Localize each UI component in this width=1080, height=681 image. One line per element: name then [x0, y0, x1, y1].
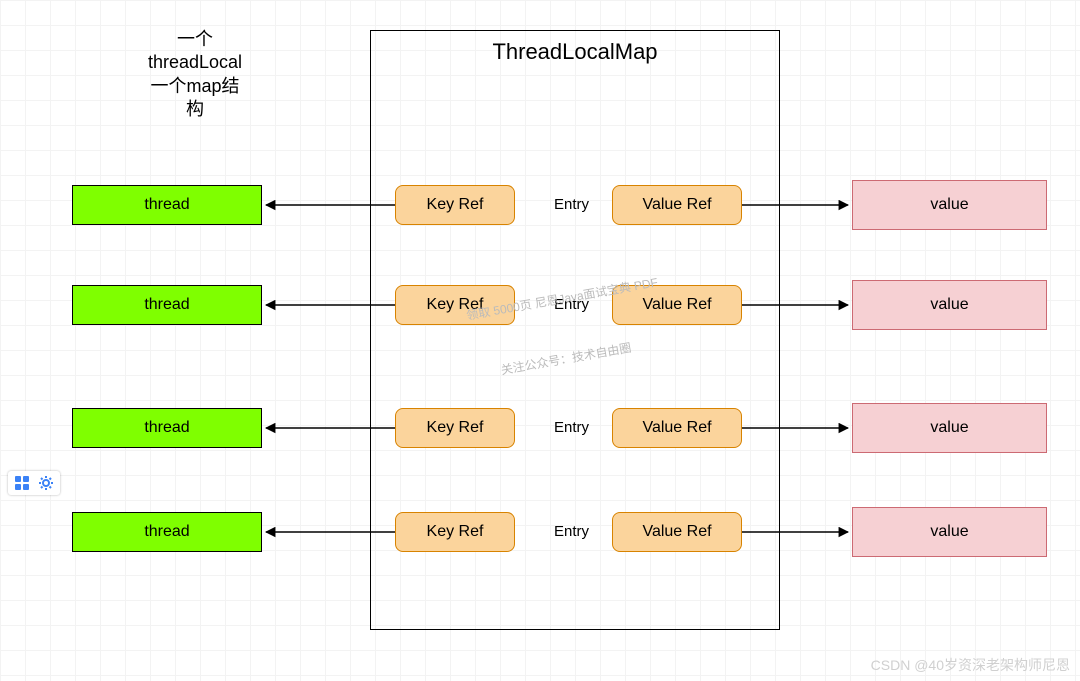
entry-label: Entry: [554, 419, 589, 436]
key-ref-node: Key Ref: [395, 512, 515, 552]
entry-label: Entry: [554, 523, 589, 540]
value-ref-node: Value Ref: [612, 185, 742, 225]
threadlocal-header-label: 一个 threadLocal 一个map结 构: [135, 28, 255, 122]
key-ref-node: Key Ref: [395, 185, 515, 225]
value-node: value: [852, 280, 1047, 330]
container-title: ThreadLocalMap: [492, 39, 657, 65]
value-node: value: [852, 507, 1047, 557]
value-node: value: [852, 403, 1047, 453]
thread-node: thread: [72, 285, 262, 325]
key-ref-node: Key Ref: [395, 408, 515, 448]
value-ref-node: Value Ref: [612, 408, 742, 448]
thread-node: thread: [72, 408, 262, 448]
value-node: value: [852, 180, 1047, 230]
thread-node: thread: [72, 512, 262, 552]
gear-icon[interactable]: [38, 475, 54, 491]
thread-node: thread: [72, 185, 262, 225]
value-ref-node: Value Ref: [612, 512, 742, 552]
grid-icon[interactable]: [14, 475, 30, 491]
entry-label: Entry: [554, 196, 589, 213]
diagram-toolbar: [8, 471, 60, 495]
footer-watermark: CSDN @40岁资深老架构师尼恩: [871, 655, 1070, 675]
